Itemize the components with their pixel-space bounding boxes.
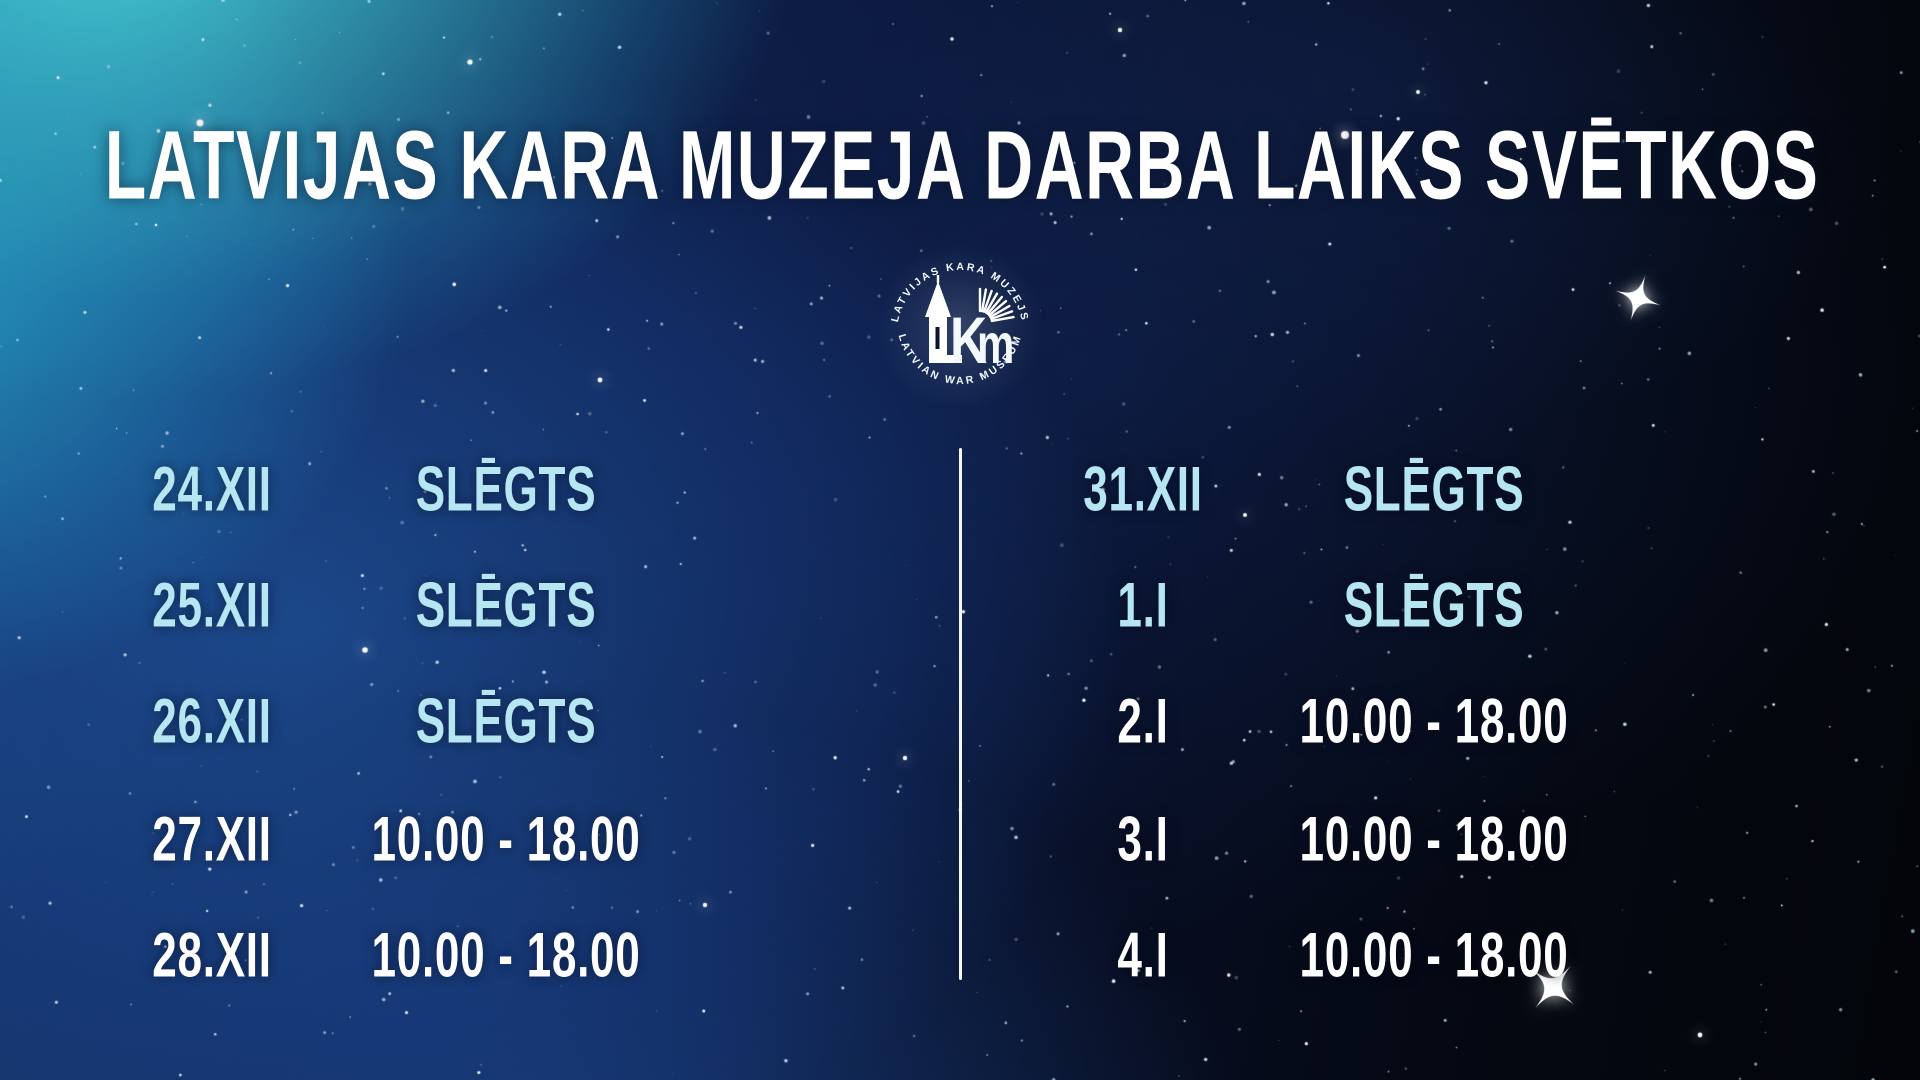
schedule-hours: 10.00 - 18.00 [1299,804,1569,875]
schedule-date: 1.I [1117,570,1169,641]
schedule-hours: SLĒGTS [415,570,597,641]
schedule-hours: 10.00 - 18.00 [1299,686,1569,757]
schedule-hours: SLĒGTS [1343,570,1525,641]
schedule-hours: SLĒGTS [1343,454,1525,525]
schedule-hours: 10.00 - 18.00 [371,804,641,875]
sparkle-star-icon [1532,966,1574,1008]
monogram-k: K [950,303,987,378]
schedule-date: 31.XII [1083,454,1203,525]
schedule-date: 28.XII [152,920,272,991]
schedule-hours: 10.00 - 18.00 [1299,920,1569,991]
schedule-date: 26.XII [152,686,272,757]
logo-glow [874,241,1046,413]
sun-rays-icon [978,287,1015,323]
column-divider [959,448,962,980]
schedule-date: 25.XII [152,570,272,641]
schedule-hours: SLĒGTS [415,686,597,757]
schedule-date: 4.I [1117,920,1169,991]
schedule-date: 2.I [1117,686,1169,757]
sparkle-star-icon [1615,275,1661,321]
schedule-hours: SLĒGTS [415,454,597,525]
schedule-hours: 10.00 - 18.00 [371,920,641,991]
monogram-m: m [977,313,1014,375]
page-title: LATVIJAS KARA MUZEJA DARBA LAIKS SVĒTKOS [104,110,1820,220]
schedule-date: 24.XII [152,454,272,525]
schedule-date: 3.I [1117,804,1169,875]
lkm-monogram: K m [925,275,1015,378]
museum-logo: LATVIJAS KARA MUZEJS LATVIAN WAR MUSEUM … [874,241,1046,413]
schedule-date: 27.XII [152,804,272,875]
powder-tower-icon [925,275,962,363]
